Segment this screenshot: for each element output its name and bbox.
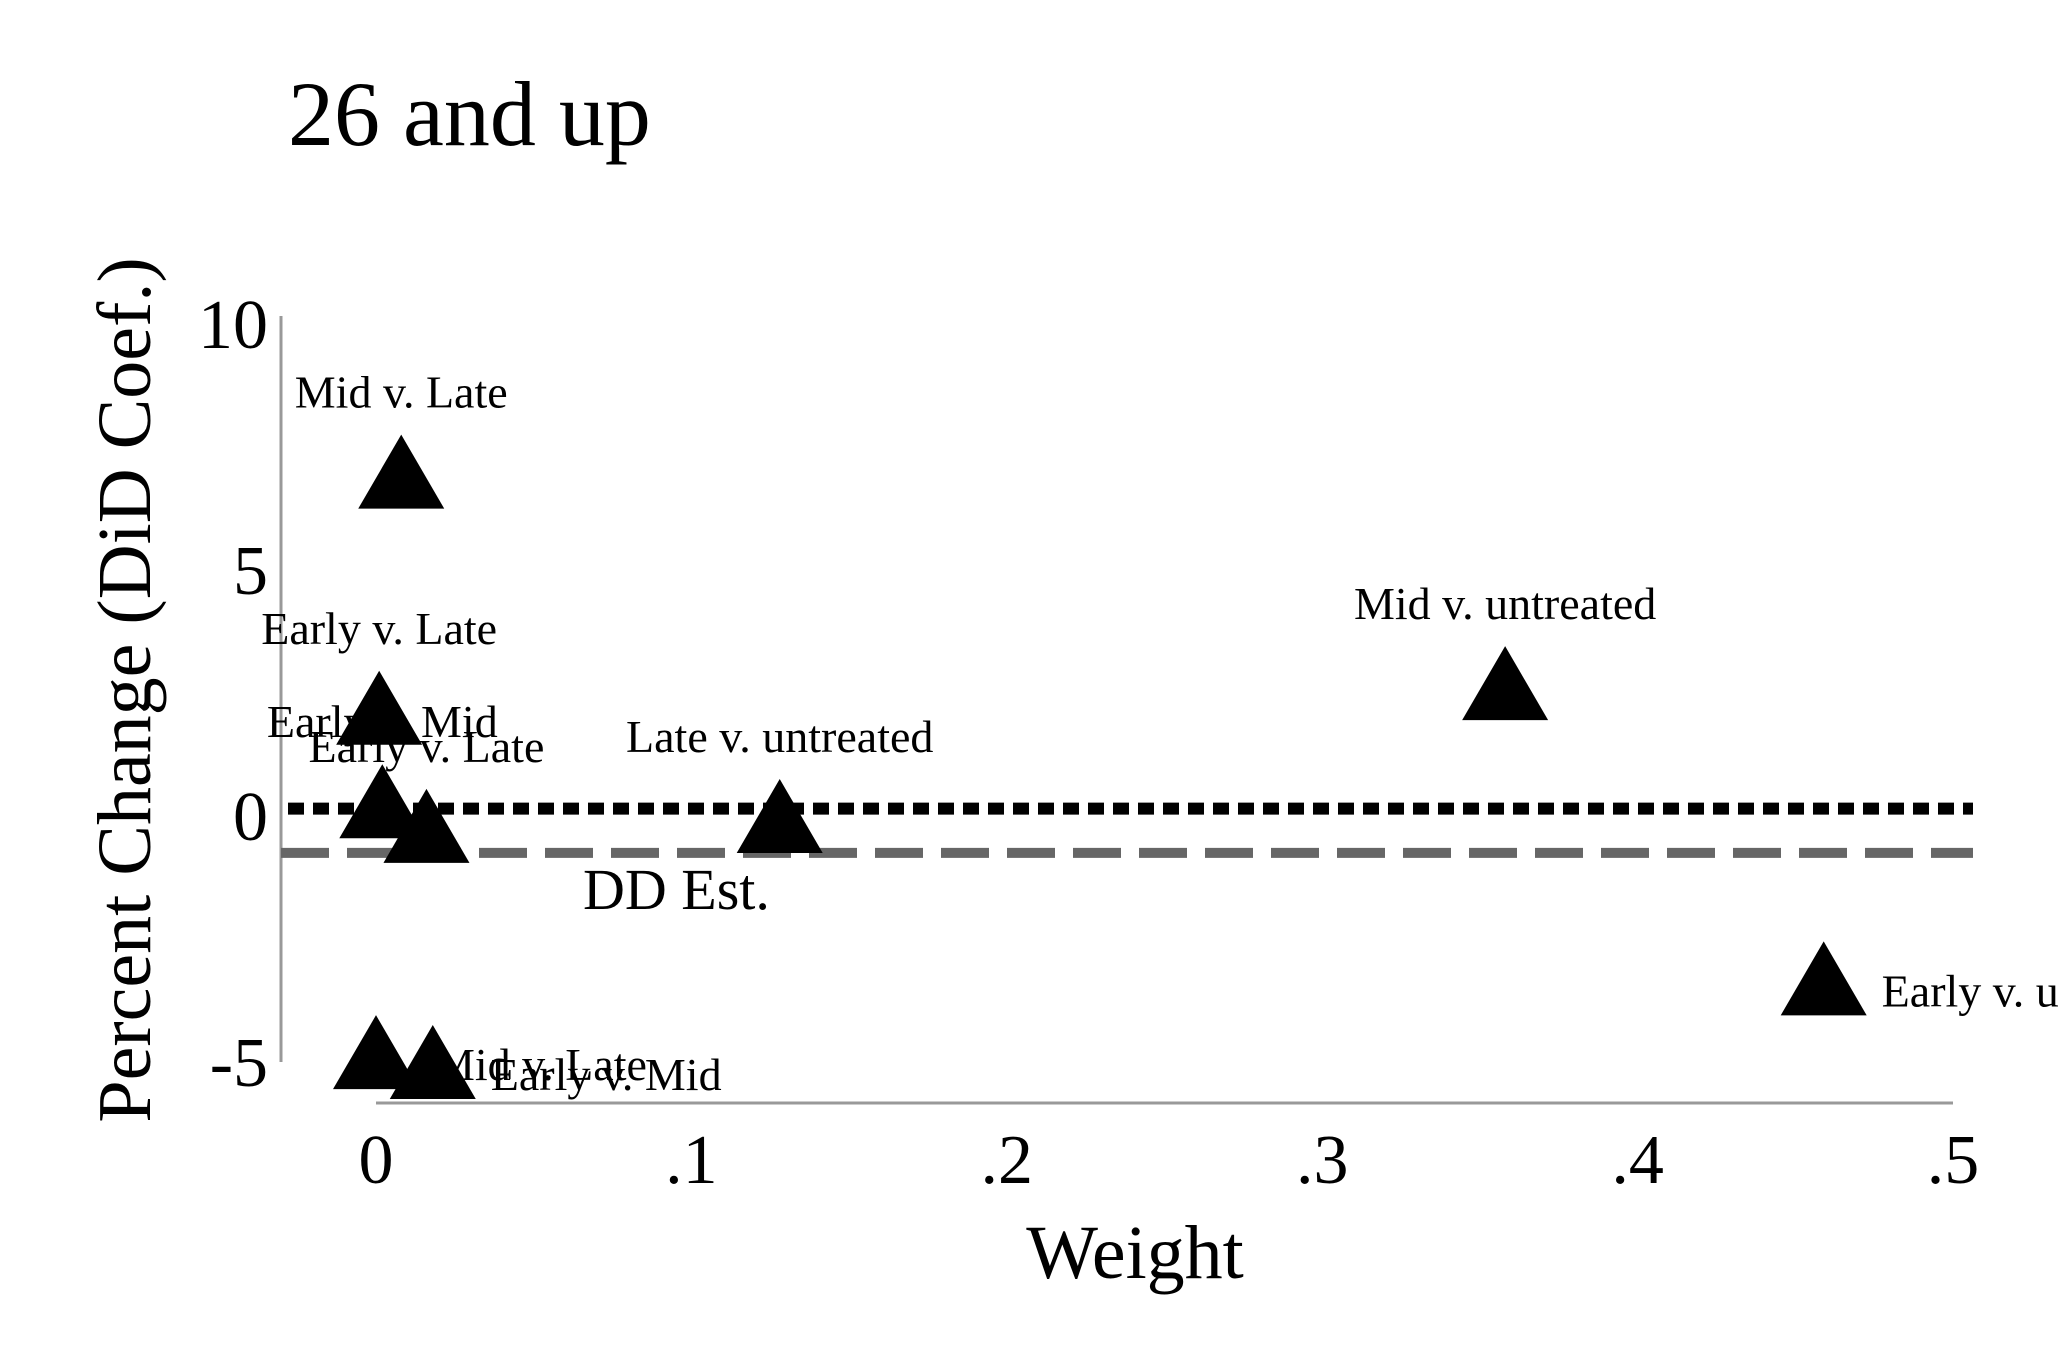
x-tick-label: .2: [981, 1122, 1034, 1199]
x-axis-title: Weight: [1026, 1211, 1244, 1295]
x-tick-label: .4: [1611, 1122, 1664, 1199]
y-axis-title: Percent Change (DiD Coef.): [83, 257, 167, 1122]
data-point-marker: [358, 434, 445, 509]
data-point-label: Early v. Late: [309, 721, 545, 772]
x-tick-label: 0: [359, 1122, 394, 1199]
x-tick-label: .3: [1296, 1122, 1349, 1199]
data-point-label: Early v. Mid: [267, 696, 498, 747]
data-point-marker: [1462, 646, 1549, 721]
data-point-marker: [736, 779, 823, 853]
chart-title: 26 and up: [288, 63, 651, 165]
data-point-label: Late v. untreated: [626, 711, 933, 762]
data-point-marker: [336, 670, 423, 745]
data-point-marker: [333, 1015, 419, 1090]
data-point-label: Early v. untreated: [1882, 965, 2058, 1016]
y-tick-label: 10: [198, 287, 268, 364]
data-point-marker: [1780, 941, 1867, 1016]
x-tick-labels: 0 .1 .2 .3 .4 .5: [359, 1122, 1980, 1199]
dd-estimate-label: DD Est.: [583, 857, 770, 922]
data-point-marker: [383, 788, 470, 863]
data-point-marker: [389, 1025, 476, 1099]
data-point-label: Early v. Mid: [491, 1049, 722, 1100]
data-point-marker: [339, 764, 426, 839]
data-point-label: Early v. Late: [261, 603, 497, 654]
x-tick-label: .1: [665, 1122, 718, 1199]
data-point-label: Mid v. Late: [434, 1039, 647, 1090]
y-tick-label: 5: [233, 533, 268, 610]
data-point-label: Mid v. Late: [295, 367, 508, 418]
reference-lines: DD Est.: [281, 802, 1973, 922]
x-tick-label: .5: [1927, 1122, 1980, 1199]
y-tick-label: -5: [210, 1025, 268, 1102]
y-tick-label: 0: [233, 779, 268, 856]
data-point-label: Mid v. untreated: [1354, 578, 1656, 629]
y-tick-labels: -5 0 5 10: [198, 287, 268, 1102]
